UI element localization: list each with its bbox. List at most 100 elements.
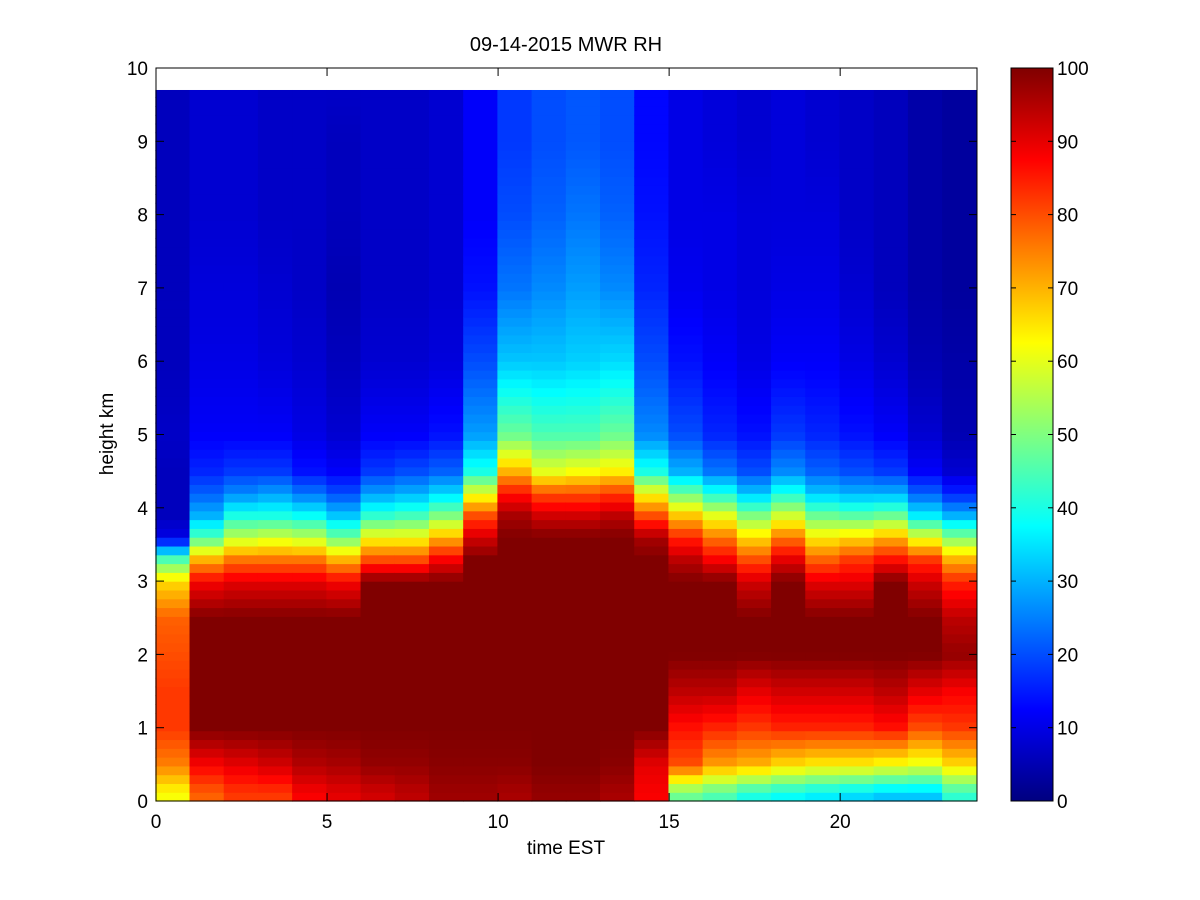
heatmap-cell: [497, 563, 533, 573]
heatmap-cell: [223, 765, 259, 776]
heatmap-cell: [292, 757, 327, 767]
heatmap-cell: [292, 669, 327, 679]
heatmap-cell: [531, 378, 567, 389]
heatmap-cell: [428, 326, 464, 336]
heatmap-cell: [839, 141, 875, 151]
heatmap-cell: [326, 246, 362, 257]
heatmap-cell: [257, 510, 293, 521]
heatmap-cell: [463, 114, 498, 125]
heatmap-cell: [907, 475, 943, 485]
heatmap-cell: [292, 89, 327, 98]
heatmap-cell: [463, 185, 498, 195]
heatmap-cell: [805, 589, 841, 600]
heatmap-cell: [394, 581, 430, 591]
heatmap-cell: [223, 431, 259, 441]
heatmap-cell: [360, 660, 396, 670]
colorbar-tick-label: 80: [1057, 206, 1078, 227]
heatmap-cell: [873, 554, 909, 565]
heatmap-cell: [736, 299, 772, 310]
heatmap-cell: [257, 106, 293, 116]
heatmap-cell: [634, 361, 670, 371]
heatmap-cell: [600, 466, 635, 477]
heatmap-cell: [668, 185, 704, 195]
heatmap-cell: [326, 405, 362, 415]
heatmap-cell: [565, 748, 601, 758]
heatmap-cell: [702, 370, 738, 380]
heatmap-cell: [600, 370, 635, 380]
heatmap-cell: [839, 704, 875, 714]
heatmap-cell: [463, 326, 498, 336]
heatmap-cell: [223, 598, 259, 609]
heatmap-cell: [326, 625, 362, 635]
heatmap-cell: [360, 484, 396, 494]
heatmap-cell: [155, 765, 191, 776]
colorbar-tick-label: 10: [1057, 719, 1078, 740]
heatmap-cell: [428, 132, 464, 142]
heatmap-cell: [771, 493, 806, 503]
heatmap-cell: [326, 387, 362, 397]
heatmap-cell: [326, 343, 362, 354]
heatmap-cell: [326, 352, 362, 362]
heatmap-cell: [497, 598, 533, 609]
heatmap-cell: [702, 783, 738, 793]
heatmap-cell: [428, 792, 464, 802]
heatmap-cell: [326, 89, 362, 98]
heatmap-cell: [771, 545, 806, 556]
heatmap-cell: [600, 457, 635, 468]
heatmap-cell: [668, 378, 704, 389]
heatmap-cell: [531, 123, 567, 134]
heatmap-cell: [702, 466, 738, 477]
heatmap-cell: [497, 669, 533, 679]
heatmap-cell: [702, 150, 738, 160]
heatmap-cell: [257, 255, 293, 266]
heatmap-cell: [565, 405, 601, 415]
heatmap-cell: [736, 581, 772, 591]
heatmap-cell: [257, 695, 293, 705]
heatmap-cell: [736, 449, 772, 459]
heatmap-cell: [463, 255, 498, 266]
heatmap-cell: [463, 194, 498, 204]
heatmap-cell: [600, 757, 635, 767]
heatmap-cell: [634, 554, 670, 565]
heatmap-cell: [189, 246, 225, 257]
heatmap-cell: [326, 378, 362, 389]
heatmap-cell: [736, 413, 772, 424]
heatmap-cell: [189, 713, 225, 723]
heatmap-cell: [771, 783, 806, 793]
heatmap-cell: [326, 774, 362, 785]
heatmap-cell: [736, 721, 772, 732]
heatmap-cell: [736, 589, 772, 600]
heatmap-cell: [600, 563, 635, 573]
heatmap-cell: [942, 739, 977, 749]
heatmap-cell: [634, 150, 670, 160]
colorbar-tick-label: 40: [1057, 499, 1078, 520]
heatmap-cell: [839, 501, 875, 512]
heatmap-cell: [702, 616, 738, 626]
heatmap-cell: [873, 660, 909, 670]
heatmap-cell: [565, 581, 601, 591]
heatmap-cell: [873, 326, 909, 336]
heatmap-cell: [736, 616, 772, 626]
heatmap-cell: [736, 370, 772, 380]
heatmap-cell: [257, 167, 293, 178]
heatmap-cell: [257, 132, 293, 142]
heatmap-cell: [702, 141, 738, 151]
heatmap-cell: [257, 211, 293, 222]
heatmap-cell: [736, 695, 772, 705]
heatmap-cell: [189, 510, 225, 521]
x-tick-label: 0: [151, 812, 162, 833]
heatmap-cell: [634, 669, 670, 679]
heatmap-cell: [531, 158, 567, 169]
heatmap-cell: [394, 431, 430, 441]
heatmap-cell: [292, 123, 327, 134]
heatmap-cell: [463, 202, 498, 213]
heatmap-cell: [771, 475, 806, 485]
heatmap-cell: [736, 343, 772, 354]
heatmap-cell: [907, 114, 943, 125]
heatmap-cell: [565, 299, 601, 310]
heatmap-cell: [942, 387, 977, 397]
heatmap-cell: [839, 273, 875, 283]
heatmap-cell: [702, 194, 738, 204]
heatmap-cell: [668, 387, 704, 397]
heatmap-cell: [839, 633, 875, 644]
